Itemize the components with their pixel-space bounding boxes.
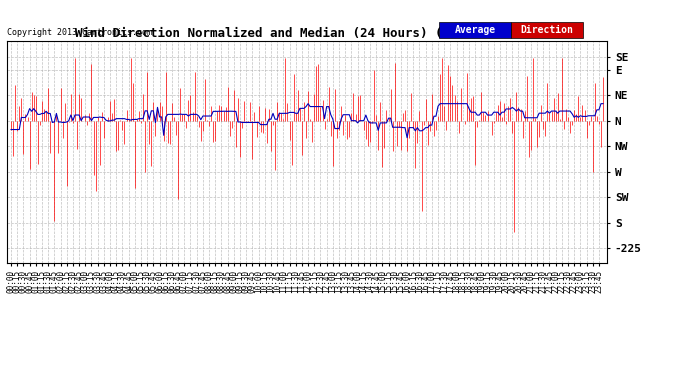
FancyBboxPatch shape [439, 22, 511, 38]
Text: Direction: Direction [521, 25, 573, 35]
Title: Wind Direction Normalized and Median (24 Hours) (New) 20130502: Wind Direction Normalized and Median (24… [75, 27, 540, 40]
Text: Average: Average [455, 25, 495, 35]
Text: Copyright 2013 Cartronics.com: Copyright 2013 Cartronics.com [7, 28, 152, 37]
FancyBboxPatch shape [511, 22, 583, 38]
